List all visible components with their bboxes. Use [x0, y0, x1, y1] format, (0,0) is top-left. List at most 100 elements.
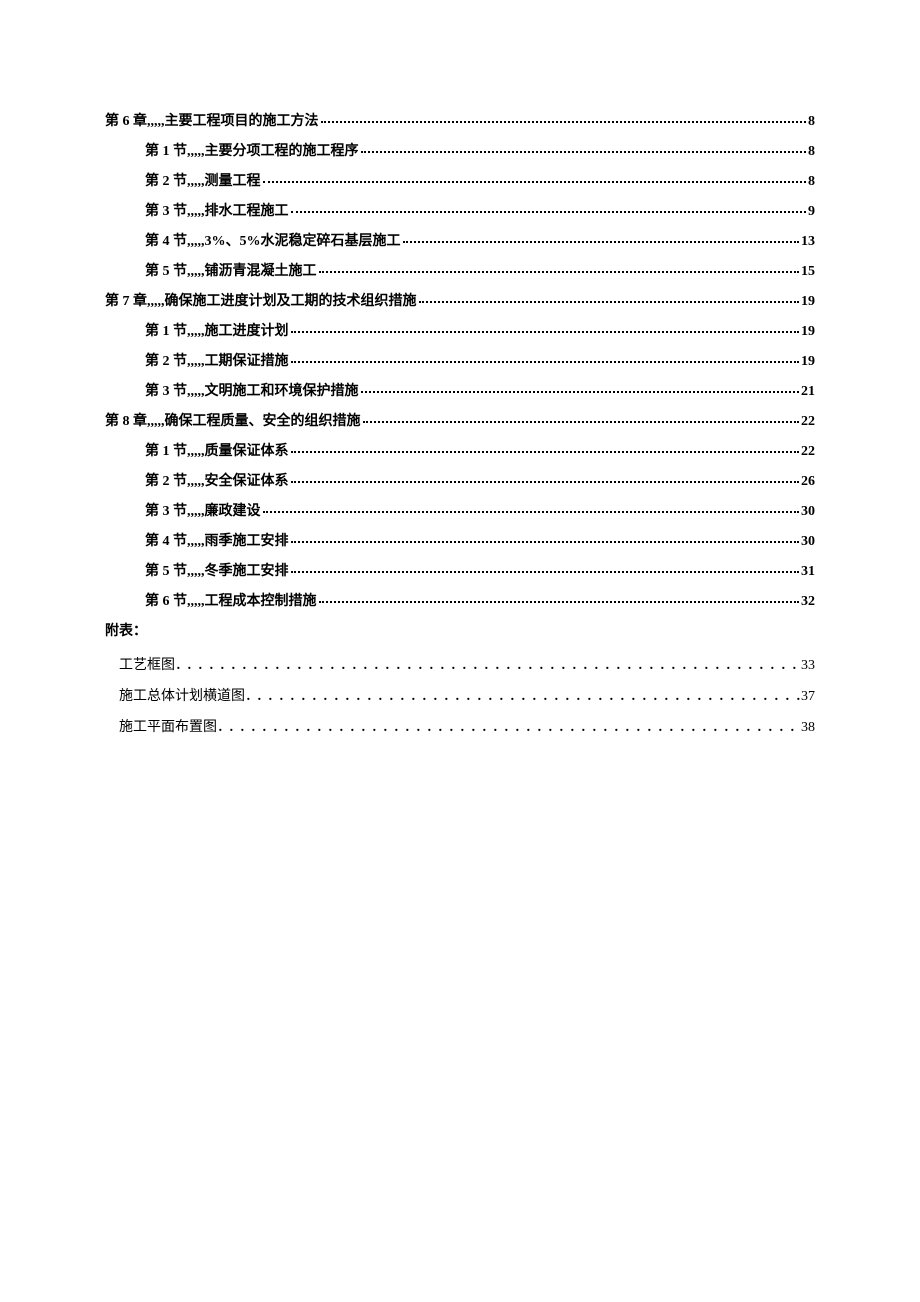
toc-entry: 第 5 节 ,,,,, 冬季施工安排 31	[105, 560, 815, 580]
toc-label: 第 2 节	[145, 170, 187, 190]
toc-page: 22	[801, 444, 815, 460]
toc-entry: 第 2 节 ,,,,, 安全保证体系 26	[105, 470, 815, 490]
toc-label: 第 2 节	[145, 470, 187, 490]
toc-label: 第 5 节	[145, 260, 187, 280]
toc-separator: ,,,,,	[147, 294, 165, 310]
toc-page: 30	[801, 504, 815, 520]
toc-title: 安全保证体系	[205, 470, 289, 490]
appendix-entry: 施工总体计划横道图 ．．．．．．．．．．．．．．．．．．．．．．．．．．．．．．…	[105, 685, 815, 705]
appendix-entry: 工艺框图 ．．．．．．．．．．．．．．．．．．．．．．．．．．．．．．．．．．．…	[105, 654, 815, 674]
toc-page: 19	[801, 354, 815, 370]
toc-title: 廉政建设	[205, 500, 261, 520]
toc-title: 工程成本控制措施	[205, 590, 317, 610]
appendix-heading: 附表：	[105, 620, 815, 640]
toc-entry: 第 6 节 ,,,,, 工程成本控制措施 32	[105, 590, 815, 610]
appendix-page: 37	[801, 689, 815, 705]
appendix-title: 施工总体计划横道图	[119, 685, 245, 705]
toc-page: 19	[801, 324, 815, 340]
toc-separator: ,,,,,	[187, 564, 205, 580]
toc-leader-dots	[363, 421, 800, 423]
toc-page: 22	[801, 414, 815, 430]
toc-leader-dots	[419, 301, 800, 303]
appendix-page: 33	[801, 658, 815, 674]
toc-leader-dots	[291, 331, 800, 333]
toc-leader-dots	[361, 151, 807, 153]
toc-separator: ,,,,,	[187, 234, 205, 250]
toc-separator: ,,,,,	[187, 444, 205, 460]
toc-title: 文明施工和环境保护措施	[205, 380, 359, 400]
toc-separator: ,,,,,	[187, 594, 205, 610]
appendix-title: 工艺框图	[119, 654, 175, 674]
toc-page: 13	[801, 234, 815, 250]
toc-title: 确保施工进度计划及工期的技术组织措施	[165, 290, 417, 310]
toc-page: 8	[808, 114, 815, 130]
toc-page: 8	[808, 144, 815, 160]
toc-label: 第 6 章	[105, 110, 147, 130]
toc-page: 26	[801, 474, 815, 490]
toc-entry: 第 7 章 ,,,,, 确保施工进度计划及工期的技术组织措施 19	[105, 290, 815, 310]
appendix-title: 施工平面布置图	[119, 716, 217, 736]
toc-leader-dots	[319, 601, 800, 603]
toc-leader-dots	[319, 271, 800, 273]
toc-page: 9	[808, 204, 815, 220]
toc-entry: 第 5 节 ,,,,, 铺沥青混凝土施工 15	[105, 260, 815, 280]
toc-entry: 第 1 节 ,,,,, 施工进度计划 19	[105, 320, 815, 340]
toc-label: 第 8 章	[105, 410, 147, 430]
toc-label: 第 4 节	[145, 230, 187, 250]
toc-title: 排水工程施工	[205, 200, 289, 220]
toc-label: 第 6 节	[145, 590, 187, 610]
toc-entry: 第 3 节 ,,,,, 文明施工和环境保护措施 21	[105, 380, 815, 400]
toc-page: 32	[801, 594, 815, 610]
toc-separator: ,,,,,	[187, 384, 205, 400]
toc-title: 主要工程项目的施工方法	[165, 110, 319, 130]
toc-label: 第 2 节	[145, 350, 187, 370]
toc-leader-dots	[321, 121, 807, 123]
toc-entry: 第 8 章 ,,,,, 确保工程质量、安全的组织措施 22	[105, 410, 815, 430]
toc-separator: ,,,,,	[187, 144, 205, 160]
toc-leader-dots	[263, 181, 807, 183]
toc-entry: 第 6 章 ,,,,, 主要工程项目的施工方法 8	[105, 110, 815, 130]
toc-title: 测量工程	[205, 170, 261, 190]
toc-separator: ,,,,,	[187, 264, 205, 280]
toc-entry: 第 4 节 ,,,,, 3%、5%水泥稳定碎石基层施工 13	[105, 230, 815, 250]
toc-leader-dots	[263, 511, 800, 513]
toc-label: 第 3 节	[145, 200, 187, 220]
toc-label: 第 3 节	[145, 380, 187, 400]
toc-entry: 第 2 节 ,,,,, 测量工程 8	[105, 170, 815, 190]
toc-page: 19	[801, 294, 815, 310]
toc-label: 第 3 节	[145, 500, 187, 520]
toc-leader-dots	[361, 391, 800, 393]
toc-leader-dots	[291, 571, 800, 573]
toc-leader-dots	[291, 361, 800, 363]
toc-label: 第 1 节	[145, 440, 187, 460]
toc-label: 第 5 节	[145, 560, 187, 580]
toc-separator: ,,,,,	[147, 414, 165, 430]
toc-title: 铺沥青混凝土施工	[205, 260, 317, 280]
toc-title: 施工进度计划	[205, 320, 289, 340]
toc-entry: 第 2 节 ,,,,, 工期保证措施 19	[105, 350, 815, 370]
toc-entry: 第 3 节 ,,,,, 排水工程施工 9	[105, 200, 815, 220]
toc-container: 第 6 章 ,,,,, 主要工程项目的施工方法 8 第 1 节 ,,,,, 主要…	[105, 110, 815, 736]
toc-leader-dots: ．．．．．．．．．．．．．．．．．．．．．．．．．．．．．．．．．．．．．．．．…	[217, 716, 801, 736]
toc-leader-dots: ．．．．．．．．．．．．．．．．．．．．．．．．．．．．．．．．．．．．．．．．…	[175, 654, 801, 674]
toc-title: 3%、5%水泥稳定碎石基层施工	[205, 230, 401, 250]
toc-title: 雨季施工安排	[205, 530, 289, 550]
toc-leader-dots	[403, 241, 800, 243]
appendix-entry: 施工平面布置图 ．．．．．．．．．．．．．．．．．．．．．．．．．．．．．．．．…	[105, 716, 815, 736]
toc-label: 第 7 章	[105, 290, 147, 310]
toc-separator: ,,,,,	[187, 504, 205, 520]
toc-separator: ,,,,,	[187, 324, 205, 340]
toc-label: 第 1 节	[145, 320, 187, 340]
toc-leader-dots	[291, 451, 800, 453]
toc-leader-dots	[291, 541, 800, 543]
toc-page: 21	[801, 384, 815, 400]
toc-separator: ,,,,,	[147, 114, 165, 130]
toc-page: 8	[808, 174, 815, 190]
toc-entry: 第 4 节 ,,,,, 雨季施工安排 30	[105, 530, 815, 550]
toc-separator: ,,,,,	[187, 204, 205, 220]
toc-leader-dots	[291, 211, 807, 213]
toc-separator: ,,,,,	[187, 534, 205, 550]
appendix-page: 38	[801, 720, 815, 736]
toc-title: 质量保证体系	[205, 440, 289, 460]
toc-title: 主要分项工程的施工程序	[205, 140, 359, 160]
